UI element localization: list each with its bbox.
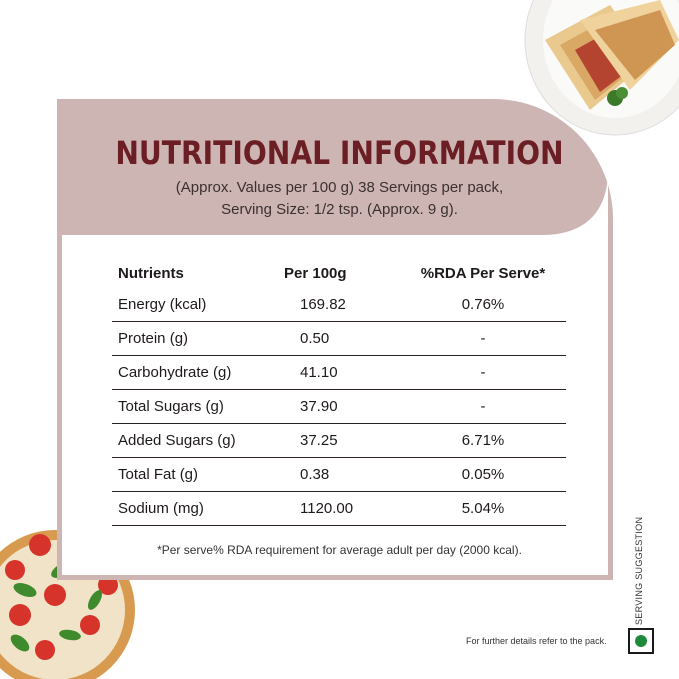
nutrient-name: Added Sugars (g) bbox=[112, 423, 278, 458]
subtitle-line-2: Serving Size: 1/2 tsp. (Approx. 9 g). bbox=[221, 201, 458, 218]
per-100g-value: 0.38 bbox=[278, 457, 394, 492]
header-rda: %RDA Per Serve* bbox=[420, 264, 546, 282]
veg-mark-icon bbox=[628, 628, 654, 654]
rda-value: 6.71% bbox=[394, 423, 566, 458]
nutrient-name: Total Fat (g) bbox=[112, 457, 278, 492]
table-row: Total Sugars (g) 37.90 - bbox=[112, 389, 566, 424]
per-100g-value: 0.50 bbox=[278, 321, 394, 356]
per-100g-value: 41.10 bbox=[278, 355, 394, 390]
per-100g-value: 37.90 bbox=[278, 389, 394, 424]
per-100g-value: 169.82 bbox=[278, 288, 394, 322]
table-row: Sodium (mg) 1120.00 5.04% bbox=[112, 491, 566, 526]
table-row: Energy (kcal) 169.82 0.76% bbox=[112, 288, 566, 322]
rda-value: - bbox=[394, 389, 566, 424]
nutrition-table: Nutrients Per 100g %RDA Per Serve* Energ… bbox=[112, 258, 566, 526]
table-row: Added Sugars (g) 37.25 6.71% bbox=[112, 423, 566, 458]
rda-value: 0.76% bbox=[394, 288, 566, 322]
header-nutrients: Nutrients bbox=[118, 264, 184, 282]
rda-value: 5.04% bbox=[394, 491, 566, 526]
table-row: Total Fat (g) 0.38 0.05% bbox=[112, 457, 566, 492]
table-row: Protein (g) 0.50 - bbox=[112, 321, 566, 356]
subtitle-line-1: (Approx. Values per 100 g) 38 Servings p… bbox=[175, 179, 504, 196]
nutrient-name: Energy (kcal) bbox=[112, 288, 278, 322]
serving-suggestion-text: SERVING SUGGESTION bbox=[634, 516, 644, 625]
nutrient-name: Protein (g) bbox=[112, 321, 278, 356]
sandwich-plate-image bbox=[524, 0, 679, 136]
rda-value: 0.05% bbox=[394, 457, 566, 492]
footer-note: For further details refer to the pack. bbox=[466, 636, 607, 646]
nutrient-name: Total Sugars (g) bbox=[112, 389, 278, 424]
page-title: NUTRITIONAL INFORMATION bbox=[115, 134, 564, 172]
footnote: *Per serve% RDA requirement for average … bbox=[157, 543, 522, 557]
nutrient-name: Carbohydrate (g) bbox=[112, 355, 278, 390]
per-100g-value: 37.25 bbox=[278, 423, 394, 458]
per-100g-value: 1120.00 bbox=[278, 491, 394, 526]
table-header-row: Nutrients Per 100g %RDA Per Serve* bbox=[112, 258, 566, 288]
serving-suggestion-label: SERVING SUGGESTION bbox=[634, 515, 648, 625]
header-per-100g: Per 100g bbox=[284, 264, 347, 282]
table-row: Carbohydrate (g) 41.10 - bbox=[112, 355, 566, 390]
rda-value: - bbox=[394, 321, 566, 356]
nutrient-name: Sodium (mg) bbox=[112, 491, 278, 526]
rda-value: - bbox=[394, 355, 566, 390]
